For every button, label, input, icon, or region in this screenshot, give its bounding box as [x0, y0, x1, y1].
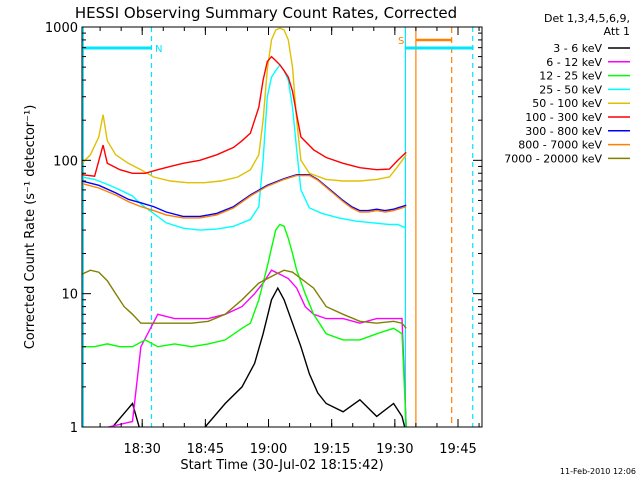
- x-tick-label-3: 19:15: [313, 442, 350, 457]
- x-tick-label-0: 18:30: [123, 442, 160, 457]
- legend-label-1: 6 - 12 keV: [546, 56, 602, 69]
- legend-label-3: 25 - 50 keV: [539, 83, 602, 96]
- x-tick-label-1: 18:45: [187, 442, 224, 457]
- legend-label-4: 50 - 100 keV: [532, 97, 602, 110]
- legend-label-7: 800 - 7000 keV: [518, 139, 602, 152]
- footer-timestamp: 11-Feb-2010 12:06: [560, 467, 636, 476]
- legend-header-0: Det 1,3,4,5,6,9,: [544, 12, 630, 25]
- y-tick-label-3: 1000: [45, 21, 78, 36]
- plot-annotation-lines: [82, 27, 474, 427]
- x-tick-label-2: 19:00: [250, 442, 287, 457]
- series-line-5: [82, 55, 407, 177]
- y-axis-label: Corrected Count Rate (s⁻¹ detector⁻¹): [23, 105, 38, 350]
- series-lines: [82, 27, 407, 427]
- annotation-n: N: [155, 44, 162, 55]
- legend-header-1: Att 1: [604, 25, 630, 38]
- y-axis: 1 10 100 1000: [45, 21, 482, 436]
- series-line-8: [82, 269, 407, 329]
- series-line-7: [82, 174, 407, 219]
- legend-label-0: 3 - 6 keV: [553, 42, 602, 55]
- annotation-s: S: [398, 36, 404, 47]
- plot-frame: [81, 26, 483, 428]
- series-line-4: [82, 27, 407, 184]
- chart-title: HESSI Observing Summary Count Rates, Cor…: [75, 4, 457, 22]
- y-tick-label-1: 10: [61, 288, 78, 303]
- series-line-6: [82, 174, 407, 218]
- series-line-1: [105, 269, 407, 427]
- series-line-2: [82, 223, 407, 427]
- annotations: NS: [155, 36, 404, 55]
- series-line-3: [82, 63, 407, 231]
- legend-label-2: 12 - 25 keV: [539, 70, 602, 83]
- y-tick-label-0: 1: [70, 421, 78, 436]
- y-tick-label-2: 100: [53, 154, 78, 169]
- legend-label-6: 300 - 800 keV: [525, 125, 602, 138]
- x-tick-label-4: 19:30: [376, 442, 413, 457]
- x-tick-label-5: 19:45: [439, 442, 476, 457]
- legend-label-8: 7000 - 20000 keV: [504, 152, 602, 165]
- x-axis: 18:30 18:45 19:00 19:15 19:30 19:45: [99, 27, 480, 457]
- series-line-0: [111, 286, 406, 427]
- legend-label-5: 100 - 300 keV: [525, 111, 602, 124]
- x-axis-label: Start Time (30-Jul-02 18:15:42): [180, 458, 383, 473]
